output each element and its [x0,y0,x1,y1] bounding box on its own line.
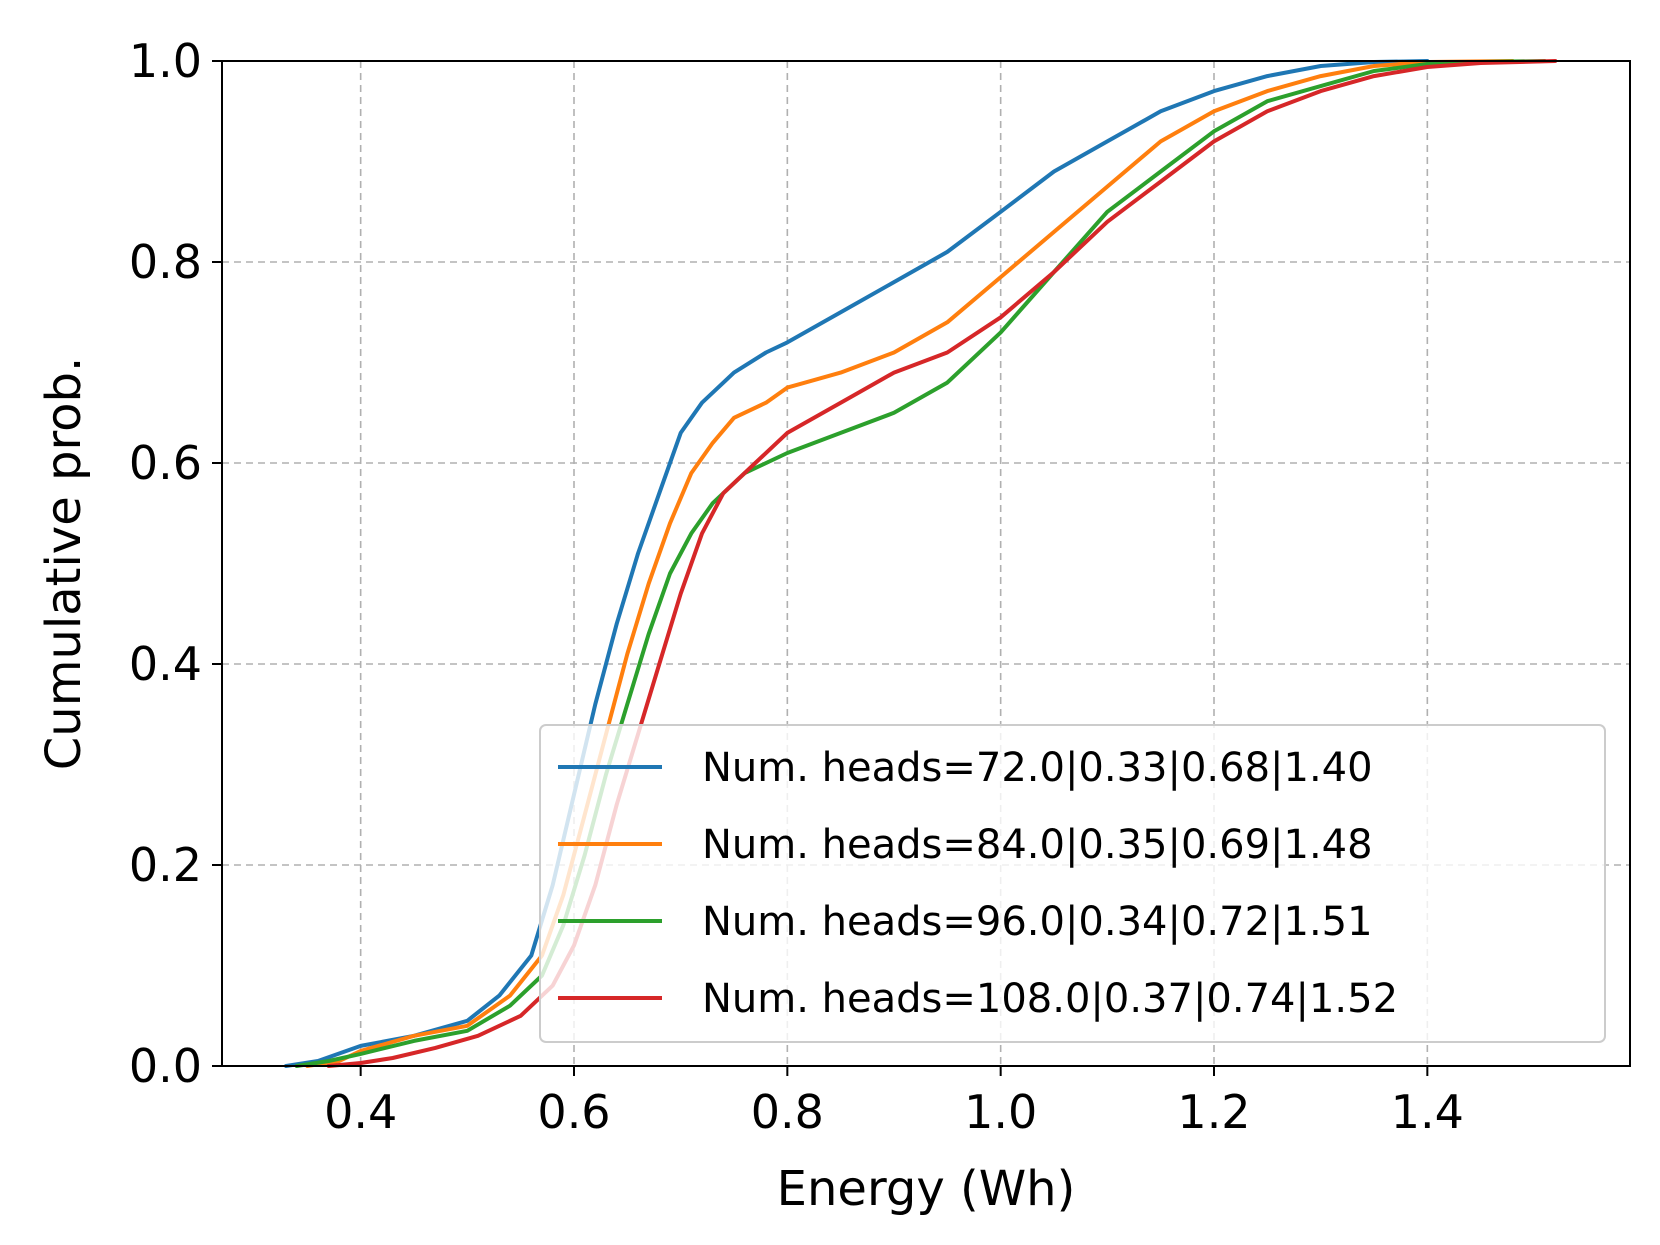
series-line-4 [326,59,1558,1068]
legend-box [539,724,1606,1043]
legend-label-4: Num. heads=108.0|0.37|0.74|1.52 [702,976,1398,1022]
x-tick-label: 0.8 [751,1085,824,1139]
y-tick-label: 0.6 [129,436,202,490]
y-tick-label: 1.0 [129,34,202,88]
series-line-1 [284,59,1430,1068]
axis-ticks: 0.4 0.6 0.8 1.0 1.2 1.4 0.0 0.2 0.4 0.6 0.8 1.0 [129,34,1464,1139]
series-line-2 [305,59,1515,1068]
legend-label-1: Num. heads=72.0|0.33|0.68|1.40 [702,745,1373,791]
y-tick-label: 0.0 [129,1039,202,1093]
y-axis-label: Cumulative prob. [36,357,92,770]
x-tick-label: 0.4 [324,1085,397,1139]
x-tick-label: 1.0 [964,1085,1037,1139]
legend-label-2: Num. heads=84.0|0.35|0.69|1.48 [702,822,1373,868]
y-tick-label: 0.4 [129,637,202,691]
x-tick-label: 1.4 [1391,1085,1464,1139]
y-tick-label: 0.2 [129,838,202,892]
plot-area-frame [221,60,1631,1067]
legend-label-3: Num. heads=96.0|0.34|0.72|1.51 [702,899,1373,945]
x-tick-label: 0.6 [537,1085,610,1139]
y-tick-label: 0.8 [129,235,202,289]
x-axis-label: Energy (Wh) [777,1161,1076,1217]
legend: Num. heads=72.0|0.33|0.68|1.40 Num. heads… [539,724,1606,1043]
x-tick-label: 1.2 [1177,1085,1250,1139]
series-lines [284,59,1558,1068]
